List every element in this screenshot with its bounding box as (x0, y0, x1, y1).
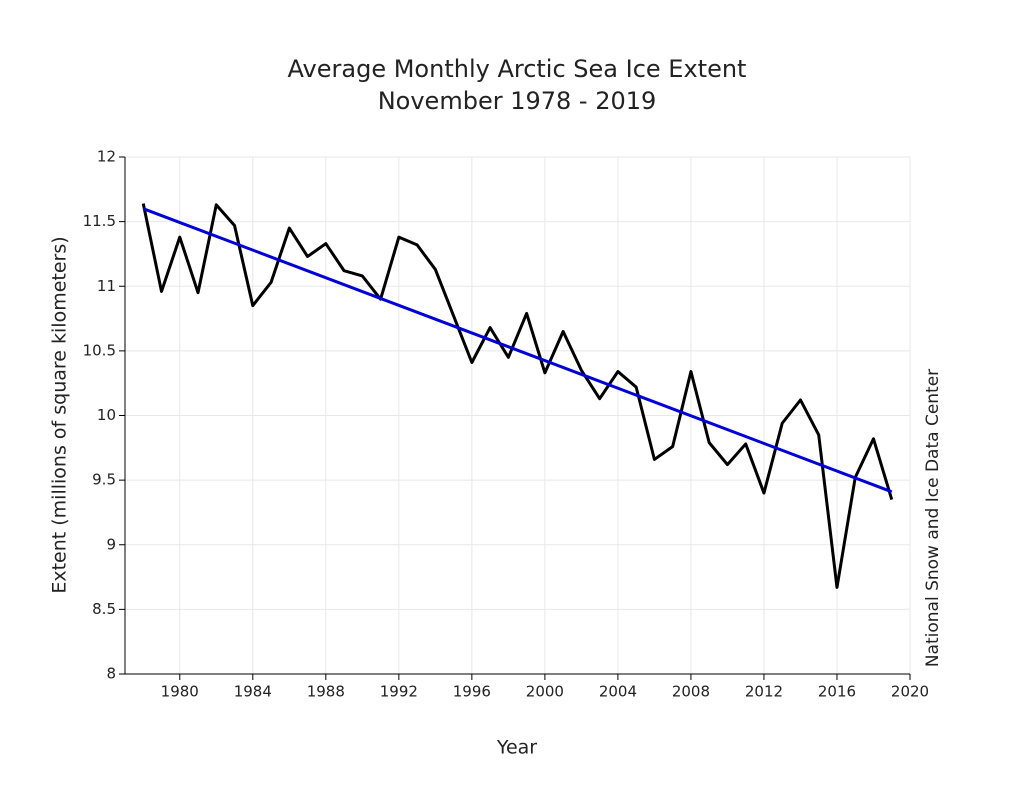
x-tick-label: 2008 (672, 683, 710, 701)
x-tick-label: 2000 (526, 683, 564, 701)
x-tick-label: 2004 (599, 683, 637, 701)
y-tick-label: 9.5 (92, 471, 116, 489)
y-tick-label: 8 (106, 665, 116, 683)
x-tick-label: 2020 (891, 683, 929, 701)
x-tick-label: 1996 (453, 683, 491, 701)
y-tick-label: 12 (97, 148, 116, 166)
x-tick-label: 1980 (161, 683, 199, 701)
x-axis-label: Year (496, 737, 537, 759)
source-annotation: National Snow and Ice Data Center (923, 369, 943, 667)
chart-subtitle: November 1978 - 2019 (378, 87, 657, 115)
chart-title: Average Monthly Arctic Sea Ice Extent (288, 55, 747, 83)
y-tick-label: 8.5 (92, 600, 116, 618)
x-tick-label: 1988 (307, 683, 345, 701)
y-tick-label: 10.5 (83, 341, 116, 359)
x-tick-label: 2012 (745, 683, 783, 701)
x-tick-label: 1984 (234, 683, 272, 701)
x-tick-label: 1992 (380, 683, 418, 701)
trend-line (142, 207, 893, 494)
y-tick-label: 11 (97, 277, 116, 295)
x-tick-label: 2016 (818, 683, 856, 701)
y-tick-label: 11.5 (83, 212, 116, 230)
y-tick-label: 9 (106, 535, 116, 553)
y-tick-label: 10 (97, 406, 116, 424)
y-axis-label: Extent (millions of square kilometers) (49, 236, 71, 593)
data-line (141, 203, 894, 589)
